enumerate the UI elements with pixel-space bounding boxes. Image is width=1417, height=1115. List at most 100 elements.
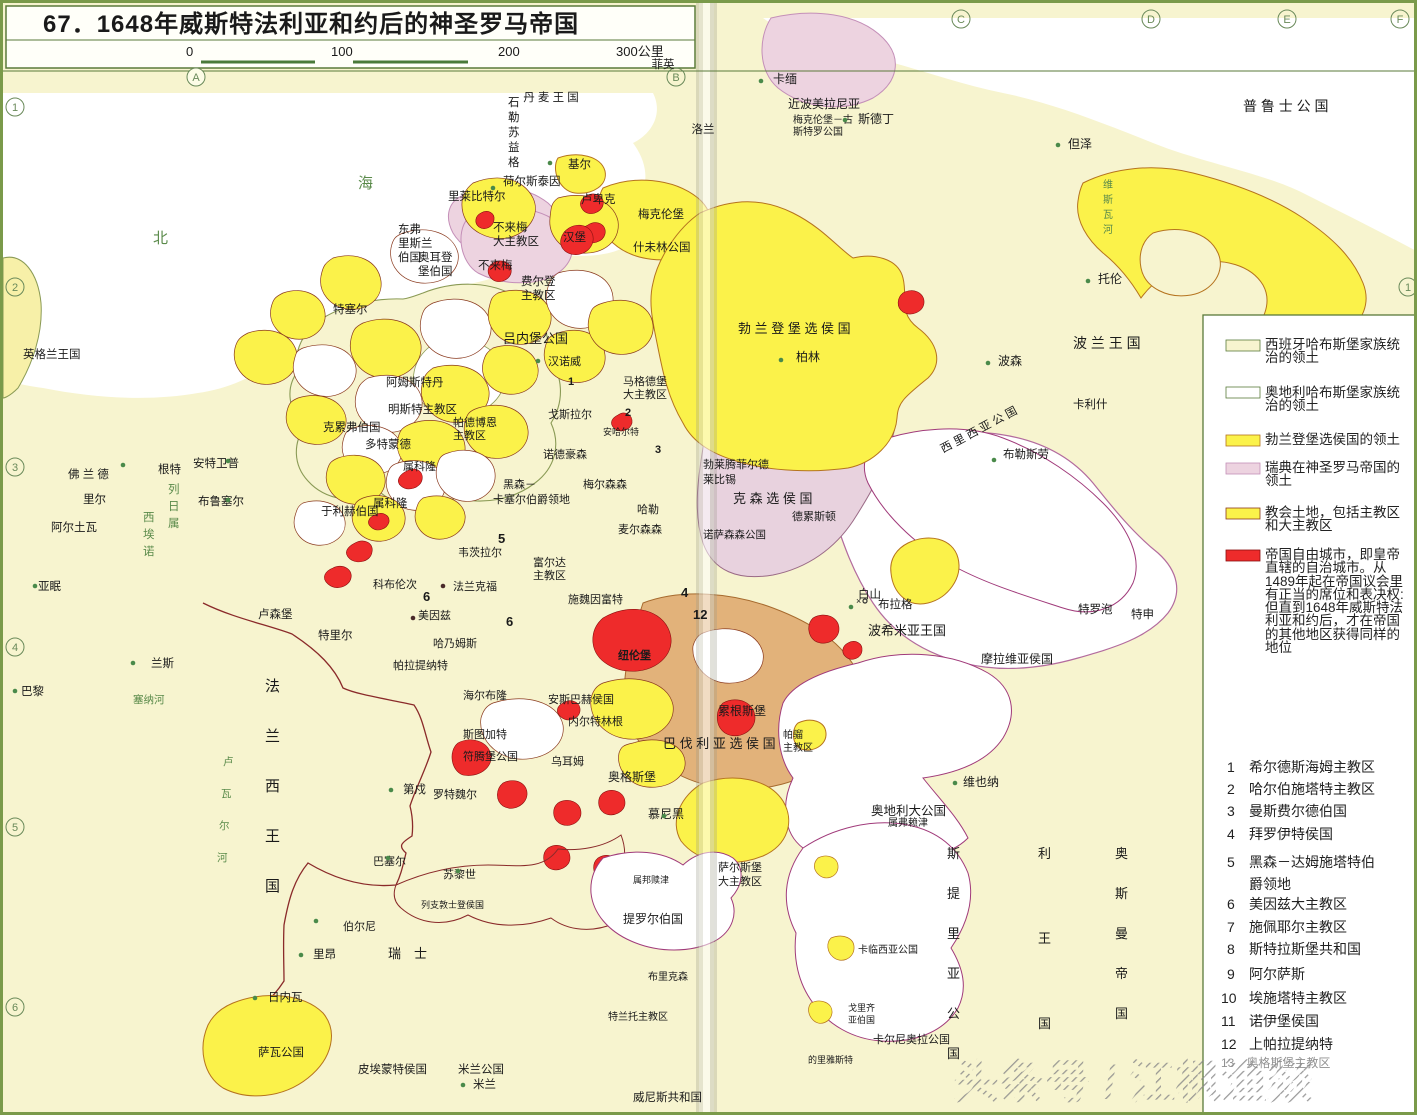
svg-text:列支敦士登侯国: 列支敦士登侯国	[421, 899, 484, 910]
svg-text:明斯特主教区: 明斯特主教区	[388, 402, 457, 416]
svg-text:塞纳河: 塞纳河	[133, 693, 165, 706]
svg-text:基尔: 基尔	[568, 157, 591, 171]
svg-text:3: 3	[655, 444, 661, 456]
svg-text:普 鲁 士 公 国: 普 鲁 士 公 国	[1243, 98, 1329, 114]
svg-text:吕内堡公国: 吕内堡公国	[503, 331, 568, 346]
svg-text:多特蒙德: 多特蒙德	[365, 437, 411, 451]
svg-text:特兰托主教区: 特兰托主教区	[608, 1010, 668, 1023]
svg-text:北: 北	[153, 230, 168, 247]
svg-text:D: D	[1147, 14, 1155, 26]
svg-text:治的领土: 治的领土	[1265, 398, 1319, 413]
svg-text:300公里: 300公里	[616, 44, 664, 59]
svg-text:7: 7	[1227, 919, 1235, 935]
svg-text:不来梅: 不来梅	[493, 220, 528, 234]
svg-text:王: 王	[1038, 931, 1051, 946]
svg-text:海: 海	[358, 175, 373, 192]
svg-text:1: 1	[12, 102, 18, 114]
svg-text:乌耳姆: 乌耳姆	[551, 754, 584, 768]
svg-text:6: 6	[506, 614, 513, 629]
svg-text:波 兰 王 国: 波 兰 王 国	[1073, 335, 1141, 351]
svg-text:斯德丁: 斯德丁	[858, 111, 894, 126]
svg-text:利: 利	[1038, 846, 1051, 861]
svg-text:曼: 曼	[1115, 926, 1128, 941]
svg-text:维也纳: 维也纳	[963, 775, 999, 789]
svg-text:埃施塔特主教区: 埃施塔特主教区	[1249, 990, 1347, 1006]
svg-text:里昂: 里昂	[313, 948, 336, 961]
svg-text:和大主教区: 和大主教区	[1265, 518, 1333, 533]
svg-text:梅克伦堡: 梅克伦堡	[638, 207, 684, 221]
svg-text:列: 列	[168, 482, 180, 496]
svg-text:5: 5	[1227, 854, 1235, 870]
svg-text:米兰公国: 米兰公国	[458, 1063, 504, 1076]
svg-text:布里克森: 布里克森	[648, 970, 688, 983]
svg-text:卢森堡: 卢森堡	[258, 607, 293, 621]
svg-text:1: 1	[1405, 282, 1411, 294]
svg-text:里斯兰: 里斯兰	[398, 237, 433, 250]
svg-text:帕骝: 帕骝	[783, 728, 803, 741]
svg-text:哈勒: 哈勒	[637, 503, 659, 516]
svg-text:西: 西	[143, 512, 155, 524]
svg-text:德累斯顿: 德累斯顿	[792, 509, 836, 523]
svg-text:3: 3	[1227, 803, 1235, 819]
svg-text:主教区: 主教区	[453, 429, 486, 442]
svg-text:大主教区: 大主教区	[493, 234, 539, 248]
svg-text:5: 5	[498, 531, 505, 546]
svg-text:的里雅斯特: 的里雅斯特	[808, 1054, 853, 1065]
svg-text:托伦: 托伦	[1098, 271, 1122, 286]
svg-text:诺伊堡侯国: 诺伊堡侯国	[1249, 1013, 1319, 1029]
svg-text:特罗泡: 特罗泡	[1078, 602, 1113, 616]
svg-text:大主教区: 大主教区	[718, 874, 762, 888]
svg-text:王: 王	[265, 828, 280, 845]
svg-text:什未林公国: 什未林公国	[633, 240, 691, 254]
svg-text:河: 河	[217, 852, 228, 864]
svg-text:10: 10	[1221, 990, 1237, 1006]
svg-text:拜罗伊特侯国: 拜罗伊特侯国	[1249, 826, 1333, 842]
svg-text:罗特魏尔: 罗特魏尔	[433, 787, 477, 801]
svg-text:菲英: 菲英	[652, 57, 675, 71]
svg-text:F: F	[1397, 14, 1404, 26]
svg-text:兰: 兰	[265, 728, 280, 745]
svg-text:帝: 帝	[1115, 966, 1128, 981]
svg-text:费尔登: 费尔登	[521, 274, 556, 288]
svg-text:里尔: 里尔	[83, 492, 106, 506]
svg-text:提罗尔伯国: 提罗尔伯国	[623, 911, 683, 926]
svg-text:4: 4	[12, 642, 18, 654]
svg-text:100: 100	[331, 44, 353, 59]
svg-text:奥格斯堡: 奥格斯堡	[608, 769, 656, 784]
svg-text:堡伯国: 堡伯国	[418, 264, 453, 278]
svg-text:6: 6	[423, 589, 430, 604]
svg-text:韦茨拉尔: 韦茨拉尔	[458, 545, 502, 559]
svg-text:斯图加特: 斯图加特	[463, 727, 507, 741]
svg-text:希尔德斯海姆主教区: 希尔德斯海姆主教区	[1249, 759, 1375, 775]
svg-text:摩拉维亚侯国: 摩拉维亚侯国	[981, 651, 1053, 666]
svg-text:安特卫普: 安特卫普	[193, 456, 239, 470]
svg-text:荷尔斯泰因: 荷尔斯泰因	[503, 174, 561, 188]
svg-text:上帕拉提纳特: 上帕拉提纳特	[1249, 1036, 1333, 1052]
svg-text:法: 法	[265, 678, 280, 695]
svg-text:奥: 奥	[1115, 846, 1128, 861]
svg-text:威尼斯共和国: 威尼斯共和国	[633, 1091, 702, 1104]
svg-text:6: 6	[12, 1002, 18, 1014]
svg-text:勒: 勒	[508, 111, 520, 124]
svg-text:卡尔尼奥拉公国: 卡尔尼奥拉公国	[873, 1032, 950, 1046]
svg-text:5: 5	[12, 822, 18, 834]
svg-text:哈乃姆斯: 哈乃姆斯	[433, 636, 477, 650]
svg-text:卡临西亚公国: 卡临西亚公国	[858, 943, 918, 956]
svg-text:内尔特林根: 内尔特林根	[568, 714, 623, 728]
svg-text:阿姆斯特丹: 阿姆斯特丹	[386, 375, 444, 389]
svg-text:帕拉提纳特: 帕拉提纳特	[393, 658, 448, 672]
svg-text:亚眠: 亚眠	[38, 580, 61, 593]
svg-text:1: 1	[1227, 759, 1235, 775]
svg-text:B: B	[672, 72, 679, 84]
svg-text:特塞尔: 特塞尔	[333, 302, 368, 316]
svg-text:卡塞尔伯爵领地: 卡塞尔伯爵领地	[493, 492, 570, 506]
svg-text:累根斯堡: 累根斯堡	[718, 703, 766, 718]
svg-text:C: C	[957, 14, 965, 26]
svg-text:萨瓦公国: 萨瓦公国	[258, 1046, 304, 1059]
svg-text:黑森－达姆施塔特伯: 黑森－达姆施塔特伯	[1249, 854, 1375, 870]
svg-text:东弗: 东弗	[398, 222, 421, 236]
svg-text:9: 9	[1227, 966, 1235, 982]
svg-text:符腾堡公国: 符腾堡公国	[463, 749, 518, 763]
svg-text:巴黎: 巴黎	[21, 684, 44, 698]
svg-text:波希米亚王国: 波希米亚王国	[868, 623, 946, 638]
